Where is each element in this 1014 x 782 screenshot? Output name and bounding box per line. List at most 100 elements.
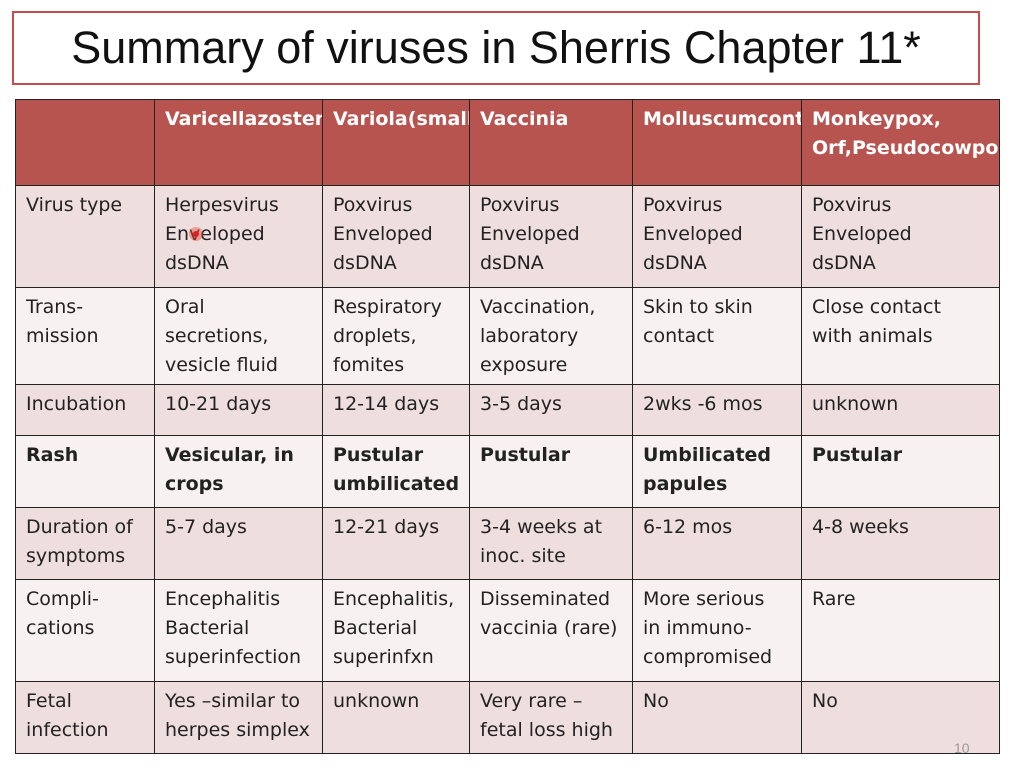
cell-text-line: 5-7 days [165,516,247,538]
cell-text-line: unknown [812,393,899,415]
cell-text-line: Poxvirus [480,194,560,216]
table-cell: Skin to skin contact [632,287,802,385]
table-cell: 4-8 weeks [801,507,1000,580]
table-cell: Yes –similar to herpes simplex [154,681,323,754]
cell-text-line: No [643,690,669,712]
table-cell: unknown [322,681,470,754]
cell-text-line: Pustular [812,444,903,466]
table-cell: 3-4 weeks at inoc. site [469,507,633,580]
table-cell: More serious in immuno-compromised [632,579,802,682]
cell-text-line: zoster [257,108,323,130]
table-cell: Poxvirus Enveloped dsDNA [469,185,633,288]
cell-text-line: 3-5 days [480,393,562,415]
cell-text-line: Bacterial [333,617,418,639]
column-header: Monkeypox, Orf,Pseudocowpox [801,99,1000,186]
cell-text-line: exposure [480,354,568,376]
cell-text-line: Trans- [26,296,84,318]
table-header-row: VaricellazosterVariola(smallpox)Vaccinia… [15,99,1000,186]
cell-text-line: dsDNA [333,252,397,274]
table-cell: Encephalitis Bacterial superinfection [154,579,323,682]
cell-text-line: 6-12 mos [643,516,733,538]
cell-text-line: Incubation [26,393,127,415]
page-number: 10 [954,740,970,756]
cell-text-line: Rare [812,588,856,610]
cell-text-line: Enveloped [333,223,433,245]
cell-text-line: superinfection [165,646,302,668]
table-cell: No [632,681,802,754]
cell-text-line: More serious [643,588,765,610]
row-header-cell: Duration of symptoms [15,507,155,580]
cell-text-line: Encephalitis [165,588,281,610]
cell-text-line: inoc. site [480,545,566,567]
row-header-cell: Compli-cations [15,579,155,682]
column-header [15,99,155,186]
column-header: Molluscumcontagiosum [632,99,802,186]
cell-text-line: secretions, [165,325,269,347]
cell-text-line: 2wks -6 mos [643,393,763,415]
cell-text-line: 12-21 days [333,516,440,538]
table-cell: 10-21 days [154,384,323,436]
table-cell: Disseminated vaccinia (rare) [469,579,633,682]
table-cell: Very rare – fetal loss high [469,681,633,754]
cell-text-line: Umbilicated [643,444,772,466]
cell-text-line: Respiratory [333,296,442,318]
cell-text-line: dsDNA [480,252,544,274]
table-cell: Vesicular, in crops [154,435,323,508]
table-row: Duration of symptoms 5-7 days 12-21 days 3-4… [15,507,1000,580]
cell-text-line: compromised [643,646,773,668]
cell-text-line: Enveloped [643,223,743,245]
cell-text-line: Varicella [165,108,258,130]
cell-text-line: Vaccination, [480,296,596,318]
table-cell: 12-21 days [322,507,470,580]
cell-text-line: Oral [165,296,205,318]
table-cell: No [801,681,1000,754]
table-row: Trans-mission Oral secretions, vesicle flui… [15,287,1000,385]
table-cell: Oral secretions, vesicle fluid [154,287,323,385]
table-cell: 6-12 mos [632,507,802,580]
table-cell: 12-14 days [322,384,470,436]
cell-text-line: dsDNA [165,252,229,274]
cell-text-line: symptoms [26,545,126,567]
cell-text-line: vaccinia (rare) [480,617,618,639]
cell-text-line: Compli- [26,588,99,610]
cell-text-line: papules [643,473,728,495]
cell-text-line: Poxvirus [643,194,723,216]
table-cell: Poxvirus Enveloped dsDNA [632,185,802,288]
cell-text-line: infection [26,719,109,741]
cell-text-line: Enveloped [480,223,580,245]
slide-title: Summary of viruses in Sherris Chapter 11… [71,22,921,73]
cell-text-line: droplets, [333,325,417,347]
cell-text-line: Skin to skin [643,296,753,318]
cell-text-line: vesicle fluid [165,354,278,376]
table-cell: 3-5 days [469,384,633,436]
cell-text-line: Herpesvirus [165,194,279,216]
row-header-cell: Incubation [15,384,155,436]
cell-text-line: umbilicated [333,473,460,495]
cell-text-line: Enveloped [812,223,912,245]
table-cell: Respiratory droplets, fomites [322,287,470,385]
cell-text-line: herpes simplex [165,719,310,741]
table-cell: Rare [801,579,1000,682]
cell-text-line: dsDNA [812,252,876,274]
cell-text-line: Poxvirus [333,194,413,216]
cell-text-line: laboratory [480,325,579,347]
table-cell: Vaccination, laboratory exposure [469,287,633,385]
cell-text-line: dsDNA [643,252,707,274]
cell-text-line: fomites [333,354,405,376]
table-cell: Pustular umbilicated [322,435,470,508]
table-row: Incubation 10-21 days 12-14 days 3-5 days 2w… [15,384,1000,436]
cell-text-line: with animals [812,325,933,347]
cell-text-line: unknown [333,690,420,712]
column-header: Vaccinia [469,99,633,186]
cell-text-line: contact [643,325,715,347]
cell-text-line: Fetal [26,690,72,712]
table-cell: Umbilicated papules [632,435,802,508]
cell-text-line: Bacterial [165,617,250,639]
cell-text-line: Monkeypox, Orf, [812,108,942,159]
cell-text-line: fetal loss high [480,719,613,741]
cell-text-line: No [812,690,838,712]
table-cell: 2wks -6 mos [632,384,802,436]
cell-text-line: Duration of [26,516,133,538]
cell-text-line: Enveloped [165,223,265,245]
cell-text-line: 12-14 days [333,393,440,415]
